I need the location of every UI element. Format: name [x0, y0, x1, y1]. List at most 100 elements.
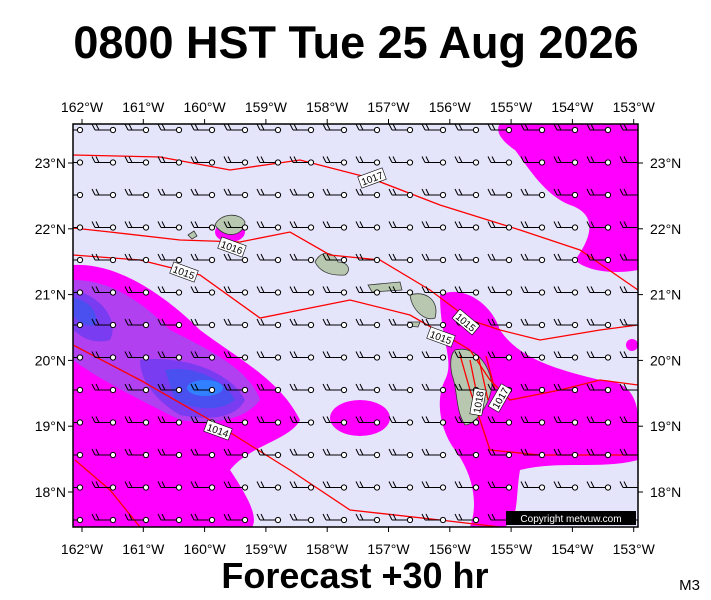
wind-barb [619, 351, 638, 358]
station [439, 516, 447, 524]
station [208, 354, 216, 361]
station [241, 386, 249, 394]
lon-label: 157°W [367, 541, 410, 557]
lon-label: 161°W [122, 541, 165, 557]
station [604, 321, 612, 329]
station [571, 419, 579, 426]
lat-label: 19°N [35, 418, 66, 434]
station [373, 321, 381, 329]
station [439, 191, 447, 199]
station [472, 516, 480, 524]
station [340, 224, 348, 231]
station [505, 191, 513, 199]
station [439, 354, 447, 361]
lat-label: 19°N [650, 418, 681, 434]
station [406, 321, 414, 329]
wind-barb [619, 318, 638, 326]
station [406, 516, 414, 524]
wind-barb [619, 286, 638, 293]
model-code: M3 [679, 577, 700, 594]
station [538, 289, 546, 296]
station [175, 419, 183, 426]
station [109, 191, 117, 199]
station [142, 354, 150, 361]
station [538, 159, 546, 166]
station [241, 159, 249, 166]
station [241, 126, 249, 134]
station [439, 224, 447, 231]
station [208, 191, 216, 199]
station [538, 126, 546, 134]
station [142, 191, 150, 199]
station [307, 419, 315, 426]
station [142, 451, 150, 459]
station [340, 516, 348, 524]
station [571, 289, 579, 296]
station [307, 451, 315, 459]
station [406, 256, 414, 264]
station [571, 484, 579, 491]
station [175, 159, 183, 166]
station [406, 126, 414, 134]
isobar-label-box [426, 326, 456, 348]
wind-barb [619, 416, 638, 423]
station [406, 289, 414, 296]
wind-barb [619, 253, 638, 261]
station [274, 451, 282, 459]
station [109, 159, 117, 166]
isobar-label-box [469, 387, 487, 417]
station [340, 354, 348, 361]
station [373, 289, 381, 296]
map-area [73, 124, 638, 527]
station [109, 451, 117, 459]
station [274, 191, 282, 199]
station [76, 484, 84, 491]
isobar-label-box [451, 308, 481, 336]
lat-label: 23°N [35, 155, 66, 171]
station [472, 191, 480, 199]
station [373, 451, 381, 459]
station [571, 191, 579, 199]
station [604, 484, 612, 491]
station [340, 191, 348, 199]
wind-barb [619, 156, 638, 163]
station [175, 224, 183, 231]
wind-barb [619, 448, 638, 456]
station [142, 386, 150, 394]
station [505, 419, 513, 426]
station [307, 321, 315, 329]
station [637, 389, 638, 391]
station [76, 191, 84, 199]
station [604, 354, 612, 361]
station [604, 289, 612, 296]
station [76, 354, 84, 361]
station [142, 321, 150, 329]
station [76, 451, 84, 459]
station [175, 256, 183, 264]
isobar-label-box [203, 419, 233, 441]
wind-barb [619, 221, 638, 228]
station [109, 484, 117, 491]
station [637, 486, 638, 489]
station [604, 451, 612, 459]
station [505, 224, 513, 231]
station [439, 126, 447, 134]
station [604, 419, 612, 426]
station [373, 386, 381, 394]
station [340, 159, 348, 166]
station [472, 126, 480, 134]
station [604, 224, 612, 231]
station [505, 289, 513, 296]
station [307, 484, 315, 491]
station [373, 419, 381, 426]
station [472, 256, 480, 264]
station [505, 126, 513, 134]
lon-label: 155°W [490, 99, 533, 115]
isobar-label-box [217, 236, 247, 258]
station [439, 321, 447, 329]
station [109, 354, 117, 361]
wind-barb [619, 188, 638, 196]
lon-label: 159°W [245, 541, 288, 557]
station [406, 419, 414, 426]
station [208, 126, 216, 134]
